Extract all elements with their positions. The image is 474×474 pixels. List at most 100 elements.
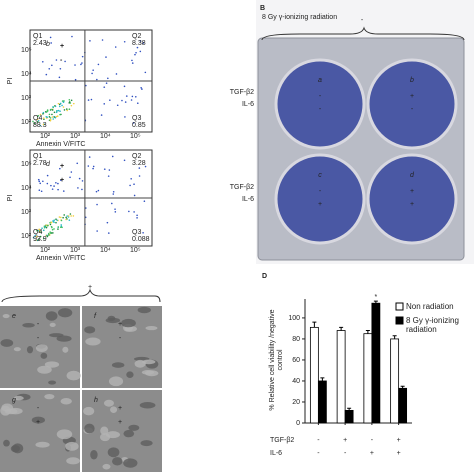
event-dot (53, 228, 55, 230)
event-dot (50, 221, 53, 224)
cell (137, 306, 151, 314)
event-dot (36, 239, 39, 242)
event-dot (48, 116, 51, 118)
condition-sign: + (370, 450, 374, 457)
event-dot (47, 232, 50, 235)
event-dot (46, 174, 49, 177)
event-dot (97, 189, 100, 192)
y-tick-label: 10⁴ (21, 71, 32, 78)
cell (140, 440, 153, 447)
event-dot (133, 183, 135, 185)
radiation-header: 8 Gy γ-ionizing radiation (262, 14, 338, 21)
event-dot (42, 180, 44, 183)
event-dot (49, 223, 52, 226)
event-dot (60, 179, 62, 181)
event-dot (81, 180, 84, 182)
y-tick-label: 60 (292, 357, 300, 364)
cell (56, 429, 73, 440)
event-dot (42, 113, 44, 115)
event-dot (142, 42, 145, 44)
event-dot (133, 194, 136, 197)
event-dot (131, 59, 133, 62)
well-sign: + (410, 93, 414, 100)
cell (48, 380, 57, 385)
brace (1, 288, 161, 303)
event-dot (107, 175, 110, 177)
x-tick-label: 10⁵ (130, 247, 141, 254)
event-dot (45, 224, 47, 226)
error-bar (392, 335, 397, 339)
well-sign: + (410, 188, 414, 195)
event-dot (63, 109, 66, 111)
condition-sign: - (317, 437, 320, 444)
cell (22, 322, 35, 328)
event-dot (61, 104, 63, 107)
event-dot (52, 220, 54, 222)
event-dot (135, 51, 137, 54)
event-dot (70, 171, 73, 173)
event-dot (57, 188, 59, 191)
event-dot (97, 63, 100, 66)
event-dot (38, 230, 41, 232)
event-dot (46, 116, 48, 118)
event-dot (142, 231, 144, 234)
event-dot (57, 226, 60, 228)
event-dot (130, 177, 132, 180)
event-dot (60, 224, 63, 226)
y-tick-label: 10⁵ (21, 47, 32, 54)
event-dot (58, 105, 61, 108)
well-sign: + (318, 201, 322, 208)
image-letter: g (12, 397, 16, 404)
cell (66, 370, 81, 381)
event-dot (57, 182, 59, 185)
panel-letter: B (260, 5, 265, 12)
cell (84, 326, 96, 334)
event-dot (48, 234, 50, 236)
event-dot (59, 102, 62, 105)
event-dot (101, 39, 104, 41)
cell (49, 322, 56, 327)
y-tick-label: 100 (288, 315, 300, 322)
event-dot (56, 219, 58, 222)
event-dot (95, 190, 98, 193)
event-dot (46, 224, 49, 227)
cell (83, 406, 95, 416)
event-dot (58, 216, 61, 218)
event-dot (88, 156, 91, 158)
event-dot (46, 109, 49, 111)
event-dot (57, 228, 59, 230)
event-dot (34, 234, 37, 237)
bar (390, 338, 400, 424)
image-sign: - (37, 321, 40, 328)
cell (13, 395, 24, 401)
event-dot (42, 229, 45, 232)
cell (60, 398, 72, 405)
event-dot (32, 120, 34, 123)
event-dot (72, 215, 75, 217)
well (366, 153, 458, 245)
event-dot (96, 203, 98, 206)
quadrant-value: 0.088 (132, 236, 150, 243)
event-dot (38, 180, 41, 183)
event-dot (114, 208, 116, 210)
brace (261, 26, 465, 41)
event-dot (100, 114, 103, 116)
event-dot (123, 85, 126, 88)
event-dot (53, 221, 55, 224)
header-sign: + (88, 284, 92, 291)
event-dot (68, 108, 71, 110)
row-label: TGF-β2 (230, 184, 254, 191)
bar (309, 326, 319, 424)
quadrant-name: Q1 (33, 33, 42, 40)
event-dot (91, 72, 93, 75)
event-dot (71, 35, 73, 38)
image-letter: f (94, 313, 97, 320)
event-dot (63, 214, 66, 216)
event-dot (112, 193, 115, 195)
x-tick-label: 10⁴ (100, 133, 111, 140)
cell (123, 458, 138, 468)
event-dot (62, 106, 65, 108)
event-dot (107, 77, 109, 80)
